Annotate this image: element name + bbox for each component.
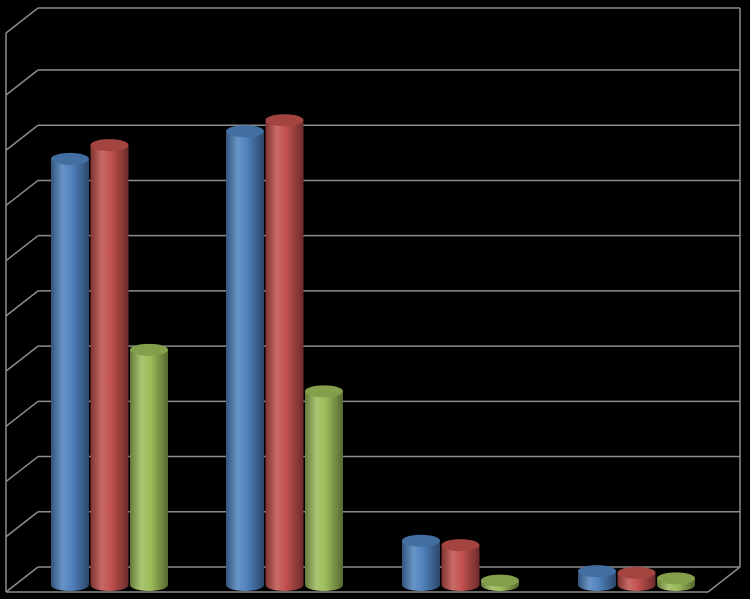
bar xyxy=(90,139,129,591)
bar-body xyxy=(51,158,89,591)
bar-layer xyxy=(51,114,695,591)
gridline-side xyxy=(5,400,39,427)
gridline-side xyxy=(5,290,39,317)
left-wall-top-edge xyxy=(5,7,39,34)
bar-cap xyxy=(657,572,695,585)
gridline-side xyxy=(5,235,39,262)
bar-cap xyxy=(130,343,168,356)
bar-cap xyxy=(441,539,480,552)
bar-cap xyxy=(226,125,264,138)
gridline-side xyxy=(5,511,39,538)
bar-body xyxy=(265,120,304,591)
gridline-side xyxy=(5,455,39,483)
bar-cap xyxy=(305,385,343,398)
bar xyxy=(265,114,304,591)
bar xyxy=(305,385,343,591)
bar-body xyxy=(441,545,480,591)
bar xyxy=(226,125,264,591)
bar-body xyxy=(305,391,343,591)
bar xyxy=(617,566,656,591)
bar xyxy=(441,539,480,591)
bar-cap xyxy=(265,114,304,127)
bar-cap xyxy=(51,152,89,165)
bar-body xyxy=(130,349,168,591)
bar-body xyxy=(90,145,129,591)
bar-cap xyxy=(90,139,129,152)
bar xyxy=(578,565,616,591)
bar-body xyxy=(226,131,264,591)
gridline-side xyxy=(5,345,39,372)
floor-right-edge xyxy=(707,566,741,593)
gridline-side xyxy=(5,566,39,593)
gridline-side xyxy=(5,124,39,151)
bar-cap xyxy=(578,565,616,578)
gridline-side xyxy=(5,69,39,96)
bar-cap xyxy=(617,566,656,579)
gridline-side xyxy=(5,179,39,207)
bar xyxy=(402,534,440,591)
bar-cap xyxy=(402,534,440,547)
bar xyxy=(51,152,89,591)
bar-body xyxy=(402,540,440,591)
bar xyxy=(130,343,168,591)
bar xyxy=(481,574,519,591)
bar-cap xyxy=(481,574,519,587)
bar xyxy=(657,572,695,591)
